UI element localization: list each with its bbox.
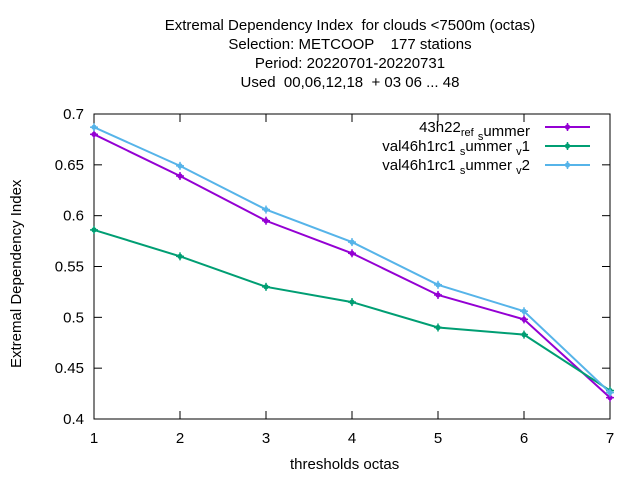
data-point bbox=[520, 307, 528, 316]
y-tick-label: 0.45 bbox=[55, 360, 84, 377]
data-point bbox=[176, 252, 184, 261]
legend-marker bbox=[563, 123, 572, 131]
x-tick-label: 1 bbox=[90, 430, 98, 447]
y-tick-label: 0.55 bbox=[55, 259, 84, 276]
data-point bbox=[434, 280, 442, 289]
data-point bbox=[176, 172, 184, 181]
x-tick-label: 5 bbox=[434, 430, 442, 447]
data-point bbox=[348, 249, 356, 258]
series-1 bbox=[90, 130, 614, 402]
legend-label: val46h1rc1 summer v1 bbox=[382, 138, 530, 158]
data-point bbox=[520, 315, 528, 324]
x-tick-label: 6 bbox=[520, 430, 528, 447]
data-point bbox=[90, 225, 98, 234]
y-axis-label: Extremal Dependency Index bbox=[8, 179, 25, 368]
data-point bbox=[262, 205, 270, 214]
data-point bbox=[606, 388, 614, 397]
data-point bbox=[90, 123, 98, 132]
legend-label: 43h22ref summer bbox=[419, 119, 530, 143]
data-point bbox=[262, 282, 270, 291]
title-line-1: Extremal Dependency Index for clouds <75… bbox=[164, 17, 536, 34]
legend-entry-3: val46h1rc1 summer v2 bbox=[382, 157, 590, 177]
data-point bbox=[348, 238, 356, 247]
data-point bbox=[176, 161, 184, 170]
legend-entry-2: val46h1rc1 summer v1 bbox=[382, 138, 590, 158]
series-line bbox=[93, 126, 611, 394]
data-point bbox=[434, 323, 442, 332]
data-point bbox=[520, 330, 528, 339]
y-tick-label: 0.7 bbox=[63, 106, 84, 123]
x-tick-label: 2 bbox=[176, 430, 184, 447]
title-line-3: Period: 20220701-20220731 bbox=[254, 55, 446, 72]
series-line bbox=[93, 133, 611, 399]
y-tick-label: 0.6 bbox=[63, 208, 84, 225]
title-line-4: Used 00,06,12,18 + 03 06 ... 48 bbox=[240, 74, 460, 91]
plot-border bbox=[93, 113, 611, 420]
x-axis-label: thresholds octas bbox=[290, 456, 400, 473]
legend-entry-1: 43h22ref summer bbox=[419, 119, 590, 143]
x-tick-label: 3 bbox=[262, 430, 270, 447]
x-tick-label: 4 bbox=[348, 430, 356, 447]
y-tick-label: 0.5 bbox=[63, 309, 84, 326]
chart-title: Extremal Dependency Index for clouds <75… bbox=[0, 16, 640, 92]
data-point bbox=[90, 130, 98, 139]
series-2 bbox=[90, 225, 614, 395]
legend-label: val46h1rc1 summer v2 bbox=[382, 157, 530, 177]
series-3 bbox=[90, 123, 614, 397]
y-tick-label: 0.4 bbox=[63, 411, 84, 428]
legend-marker bbox=[563, 142, 572, 150]
data-point bbox=[262, 216, 270, 225]
y-tick-label: 0.65 bbox=[55, 157, 84, 174]
x-tick-label: 7 bbox=[606, 430, 614, 447]
legend-marker bbox=[563, 161, 572, 169]
data-point bbox=[434, 290, 442, 299]
data-point bbox=[348, 298, 356, 307]
title-line-2: Selection: METCOOP 177 stations bbox=[228, 36, 472, 53]
